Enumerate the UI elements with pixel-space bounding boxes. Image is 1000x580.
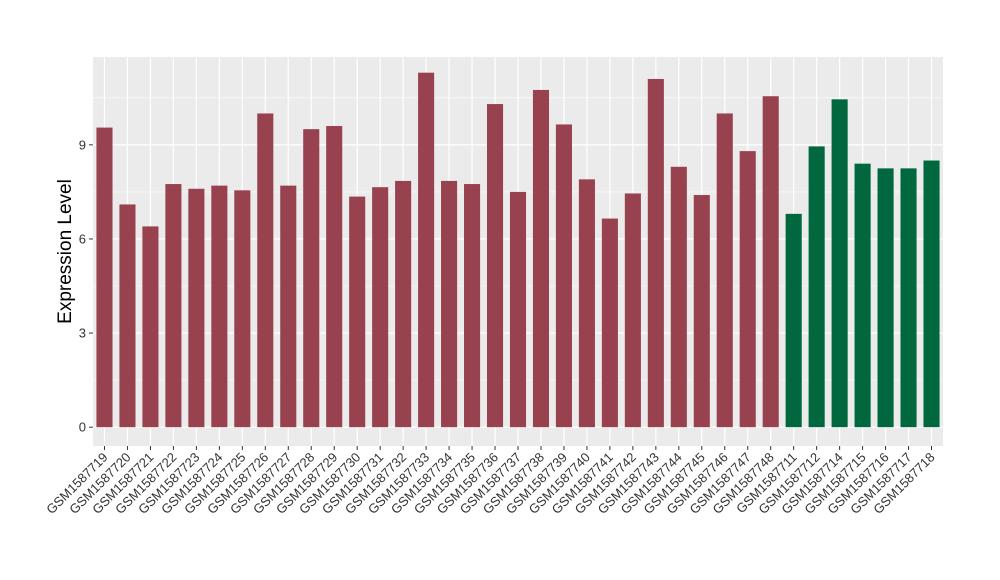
- bar-GSM1587740: [578, 179, 595, 428]
- bar-GSM1587735: [464, 184, 481, 428]
- bar-GSM1587731: [372, 187, 389, 428]
- y-tick-label: 9: [79, 137, 86, 152]
- bar-GSM1587712: [808, 146, 825, 428]
- bar-GSM1587736: [486, 104, 504, 428]
- bar-GSM1587744: [670, 166, 687, 428]
- bar-GSM1587724: [211, 185, 228, 428]
- bar-GSM1587719: [96, 127, 113, 428]
- bar-GSM1587722: [165, 184, 182, 428]
- y-axis-title: Expression Level: [55, 179, 76, 324]
- bar-GSM1587720: [119, 204, 136, 428]
- bar-GSM1587737: [509, 191, 527, 428]
- bar-GSM1587711: [785, 213, 802, 428]
- x-axis: GSM1587719GSM1587720GSM1587721GSM1587722…: [43, 446, 938, 517]
- y-tick-label: 3: [79, 326, 86, 341]
- bar-GSM1587726: [257, 113, 274, 428]
- bar-GSM1587717: [900, 168, 917, 428]
- bar-GSM1587733: [418, 72, 435, 428]
- bar-GSM1587721: [142, 226, 159, 428]
- bar-GSM1587746: [716, 113, 733, 428]
- bar-GSM1587716: [877, 168, 894, 428]
- y-axis: 0 3 6 9: [79, 137, 93, 435]
- bar-GSM1587742: [624, 193, 641, 428]
- bar-GSM1587727: [280, 185, 297, 428]
- bar-GSM1587723: [188, 188, 205, 428]
- bar-GSM1587718: [923, 160, 940, 428]
- bar-GSM1587745: [693, 195, 710, 428]
- y-tick-label: 0: [79, 420, 86, 435]
- bar-GSM1587743: [647, 78, 664, 428]
- bar-GSM1587739: [555, 124, 572, 428]
- bar-GSM1587738: [532, 89, 550, 428]
- bar-GSM1587732: [395, 180, 412, 428]
- bars: [96, 72, 940, 428]
- bar-GSM1587741: [601, 218, 618, 428]
- y-tick-label: 6: [79, 231, 86, 246]
- bar-GSM1587728: [303, 129, 320, 428]
- bar-GSM1587729: [326, 126, 343, 428]
- bar-GSM1587714: [831, 99, 848, 428]
- bar-GSM1587715: [854, 163, 871, 428]
- bar-GSM1587747: [739, 151, 756, 428]
- bar-GSM1587748: [762, 96, 779, 428]
- bar-GSM1587725: [234, 190, 251, 428]
- bar-GSM1587734: [441, 180, 458, 428]
- bar-GSM1587730: [349, 196, 366, 428]
